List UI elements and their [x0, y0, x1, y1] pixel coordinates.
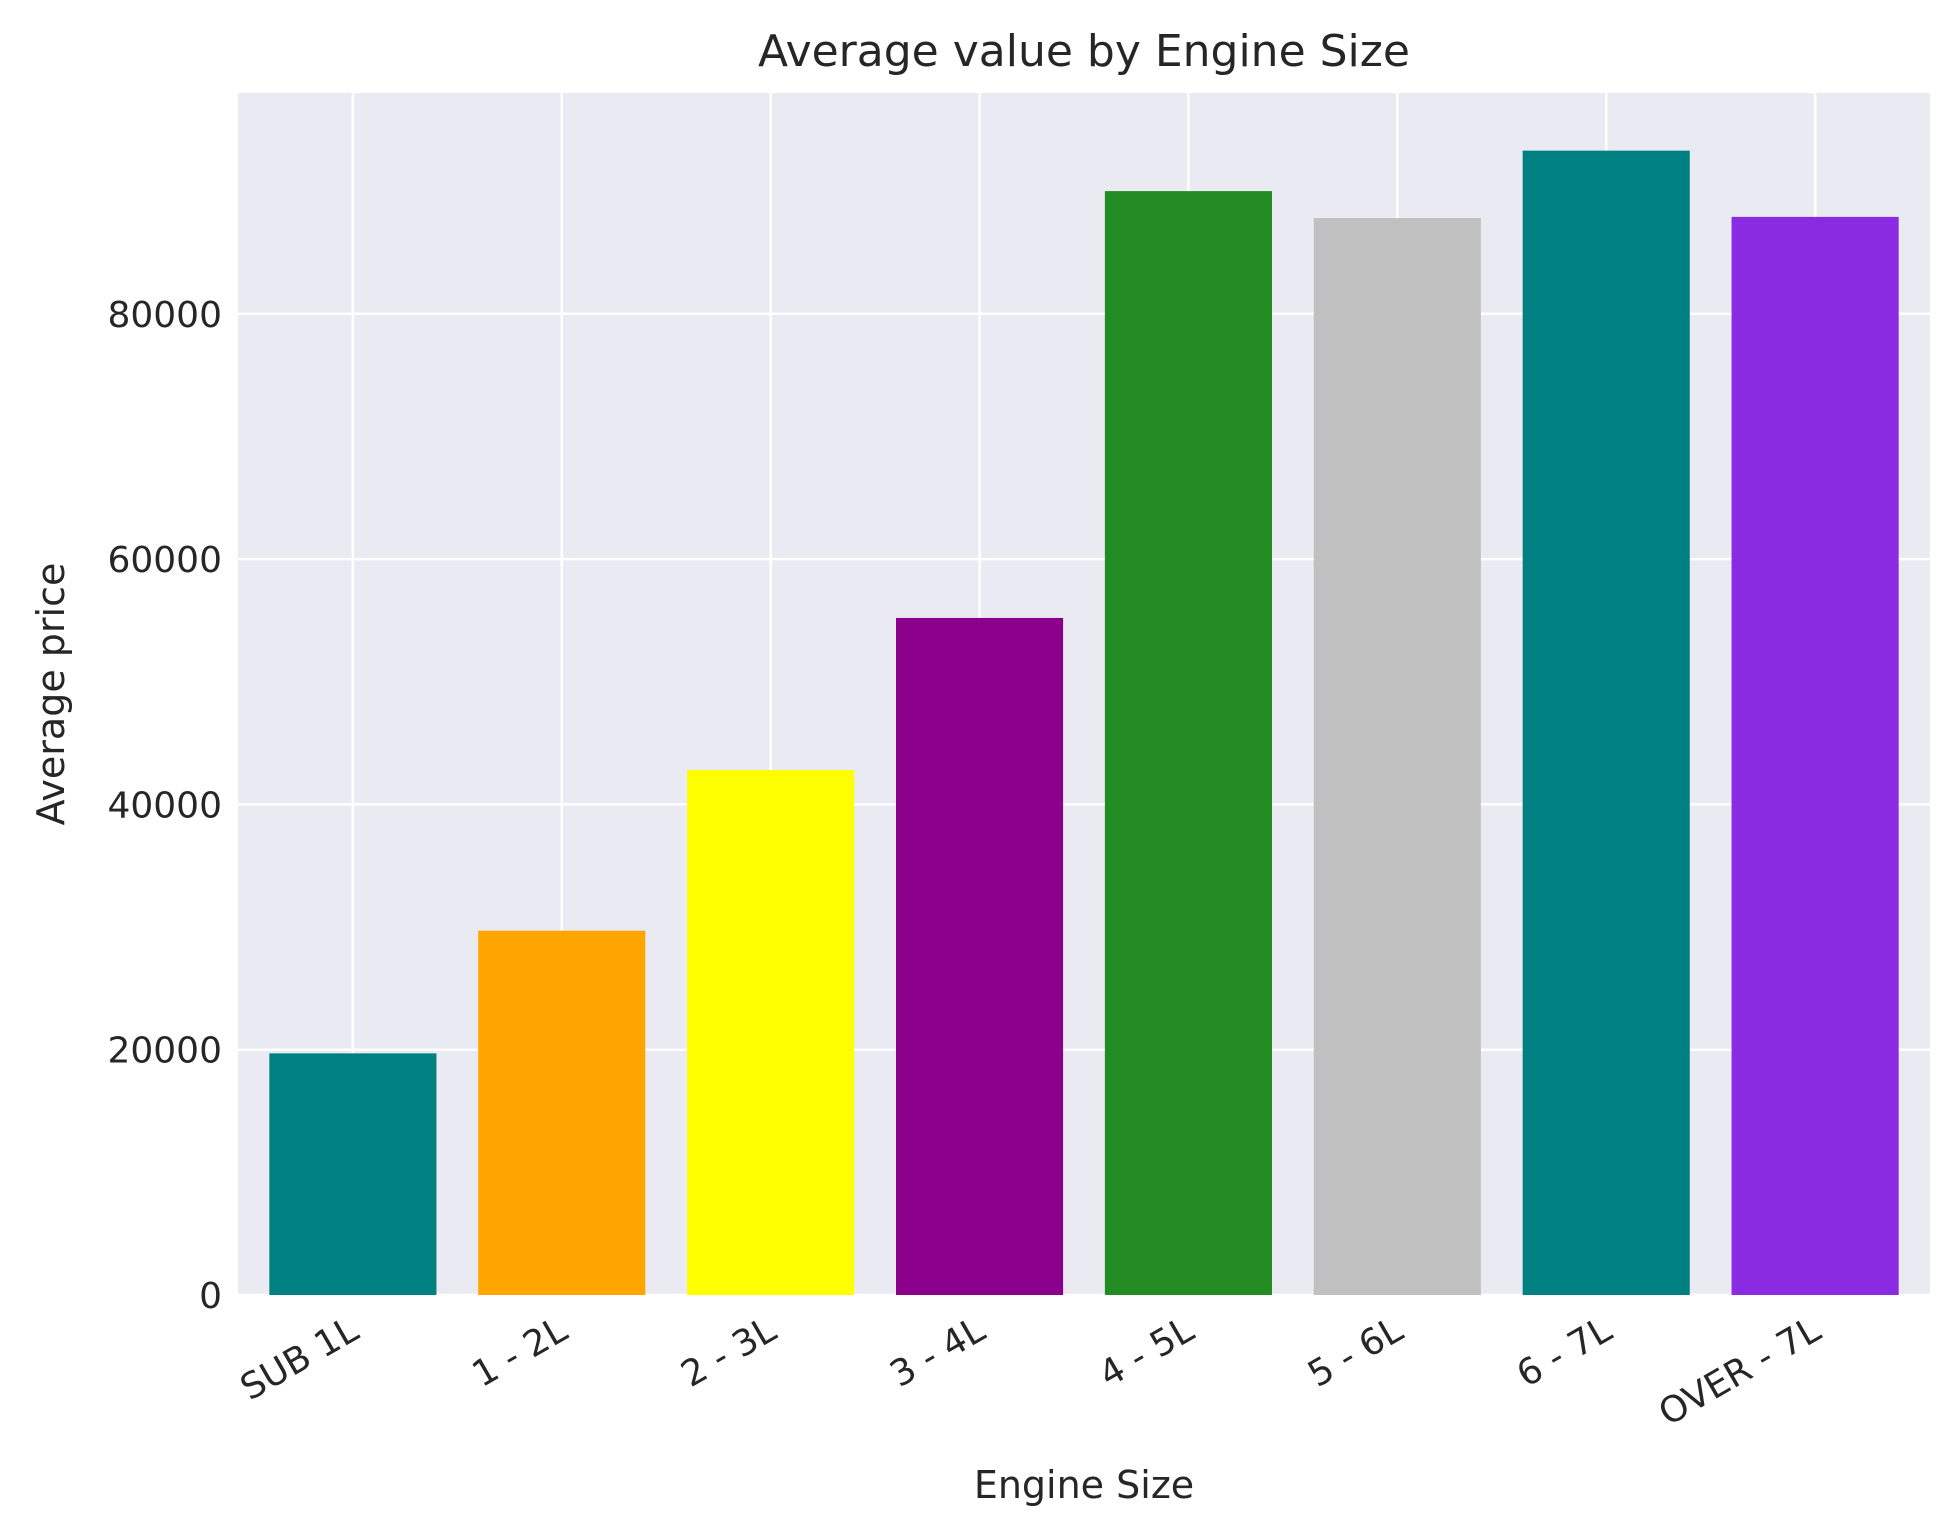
x-tick-label: OVER - 7L [1652, 1309, 1827, 1434]
bar-sub-1l [269, 1053, 437, 1295]
y-tick-label: 0 [199, 1276, 222, 1317]
bar-3-4l [896, 617, 1064, 1295]
bar-5-6l [1313, 218, 1481, 1296]
bar-over-7l [1731, 216, 1899, 1295]
x-axis-label: Engine Size [974, 1463, 1194, 1507]
y-tick-label: 80000 [107, 295, 222, 336]
chart-title: Average value by Engine Size [758, 26, 1410, 77]
x-tick-label: 3 - 4L [883, 1309, 992, 1395]
bar-1-2l [478, 930, 646, 1295]
y-tick-label: 40000 [107, 785, 222, 826]
x-tick-label: 2 - 3L [675, 1309, 784, 1395]
x-tick-label: 4 - 5L [1092, 1309, 1201, 1395]
y-tick-label: 20000 [107, 1031, 222, 1072]
x-tick-label: 6 - 7L [1510, 1309, 1619, 1395]
y-axis-ticks: 0 20000 40000 60000 80000 [107, 295, 222, 1317]
x-tick-label: 5 - 6L [1301, 1309, 1410, 1395]
y-axis-label: Average price [29, 563, 73, 826]
y-tick-label: 60000 [107, 540, 222, 581]
x-tick-label: SUB 1L [234, 1309, 366, 1409]
bar-2-3l [687, 770, 855, 1295]
x-tick-label: 1 - 2L [466, 1309, 575, 1395]
bar-4-5l [1104, 191, 1272, 1296]
x-axis-ticks: SUB 1L 1 - 2L 2 - 3L 3 - 4L 4 - 5L 5 - 6L 6 - … [234, 1309, 1828, 1434]
bar-6-7l [1522, 150, 1690, 1295]
bars [269, 150, 1899, 1296]
